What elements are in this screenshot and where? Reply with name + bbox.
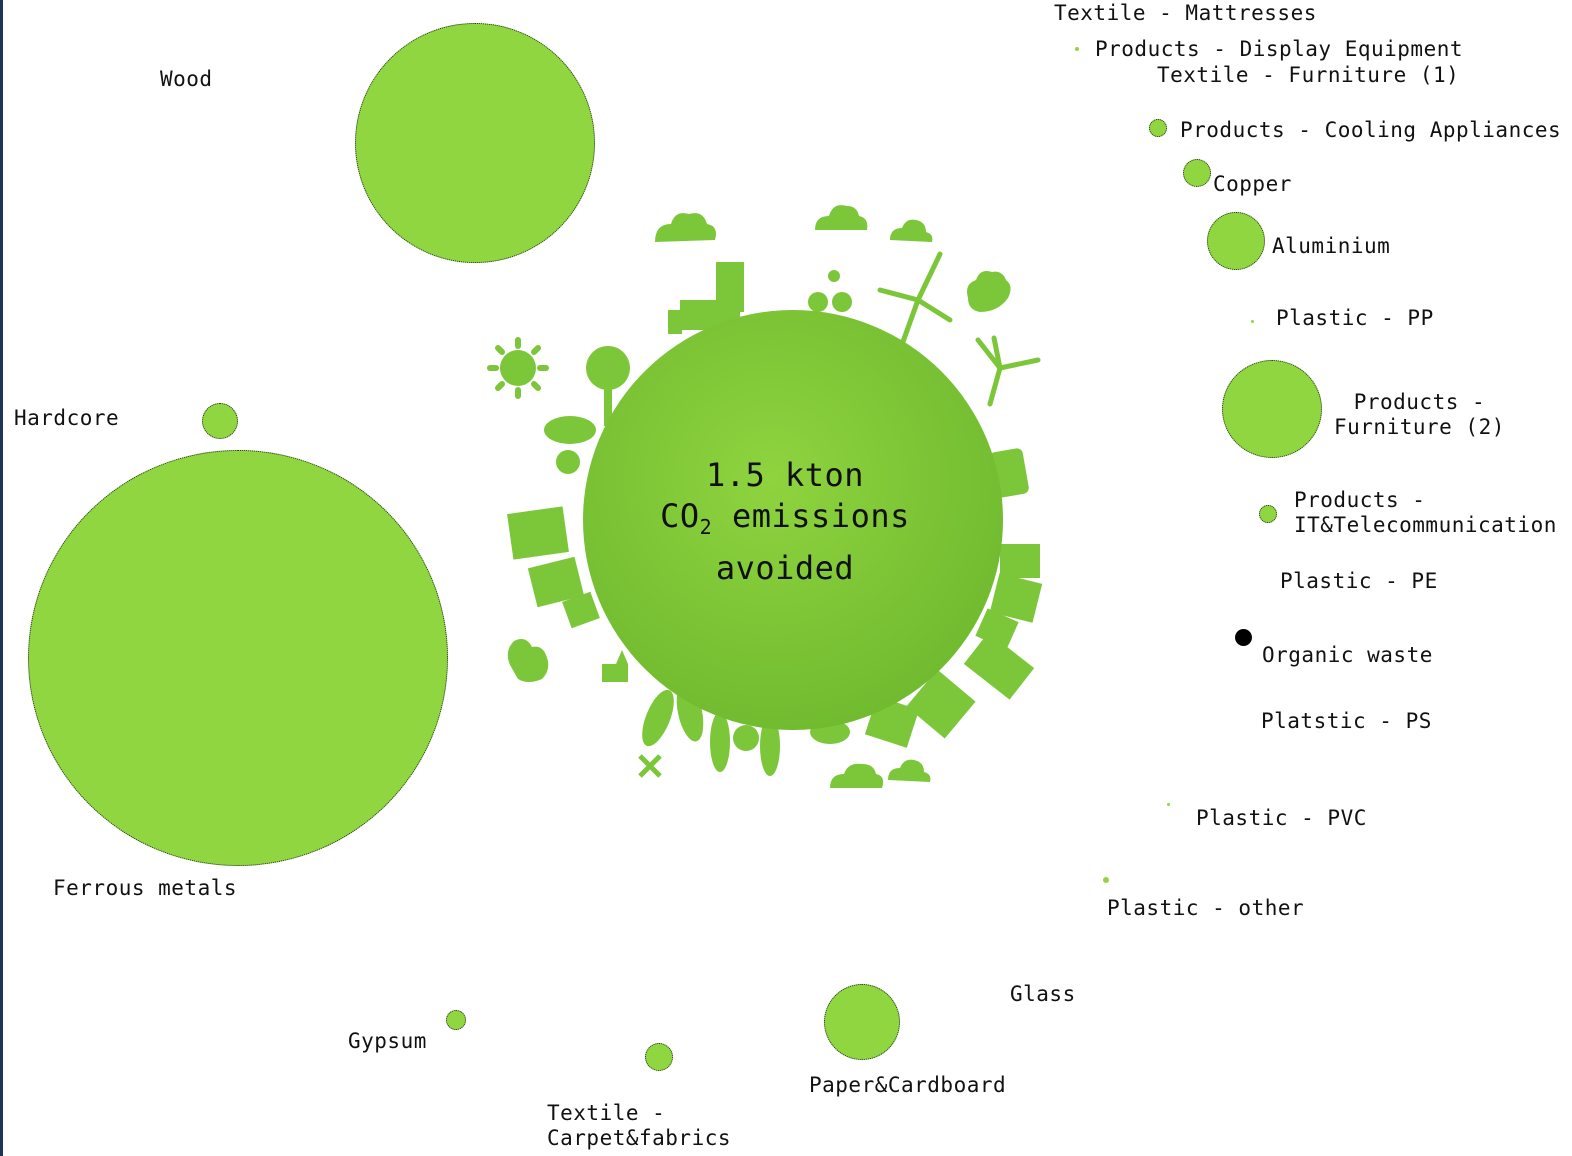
bubble-wood: [355, 23, 595, 263]
label-textile-furniture-1: Textile - Furniture (1): [1157, 63, 1460, 87]
cloud-icon: [967, 271, 1011, 312]
bubble-plastic-pvc: [1167, 803, 1170, 806]
cloud-icon: [815, 205, 868, 230]
label-plastic-pvc: Plastic - PVC: [1196, 806, 1367, 830]
label-organic-waste: Organic waste: [1262, 643, 1433, 667]
label-textile-carpet: Textile - Carpet&fabrics: [547, 1101, 732, 1150]
bicycle-icon: [808, 292, 828, 312]
bubble-plastic-pp: [1251, 320, 1254, 323]
tree-icon: [544, 416, 596, 444]
bubble-cooling-appliances: [1149, 119, 1167, 137]
label-paper-cardboard: Paper&Cardboard: [809, 1073, 1007, 1097]
solar-panel-icon: [527, 556, 585, 608]
bird-icon: [602, 650, 628, 682]
label-plastic-pe: Plastic - PE: [1280, 569, 1438, 593]
globe-icon: [487, 205, 1043, 788]
leaf-icon: [760, 716, 780, 776]
label-plastic-other: Plastic - other: [1107, 896, 1305, 920]
building-icon: [963, 632, 1035, 700]
bubble-paper-cardboard: [824, 984, 900, 1060]
label-it-telecom: Products - IT&Telecommunication: [1294, 488, 1557, 537]
center-line-3: avoided: [715, 549, 855, 587]
label-copper: Copper: [1213, 172, 1292, 196]
label-wood: Wood: [160, 67, 213, 91]
bubble-furniture-2: [1222, 360, 1322, 458]
cloud-icon: [507, 639, 549, 682]
building-icon: [906, 669, 976, 739]
cloud-icon: [655, 213, 716, 242]
tree-icon: [733, 725, 759, 751]
building-icon: [989, 573, 1043, 623]
tree-icon: [586, 346, 630, 390]
building-icon: [1000, 544, 1040, 578]
bubble-textile-carpet: [645, 1043, 673, 1071]
bubble-plastic-other: [1103, 877, 1109, 883]
label-plastic-pp: Plastic - PP: [1276, 306, 1434, 330]
label-gypsum: Gypsum: [348, 1029, 427, 1053]
globe-body: [583, 310, 1003, 730]
solar-panel-icon: [562, 591, 600, 629]
frame-edge: [0, 0, 3, 1156]
bubble-textile-display: [1075, 47, 1079, 51]
cloud-icon: [888, 759, 931, 782]
label-display-equipment: Products - Display Equipment: [1095, 37, 1464, 61]
bubble-it-telecom: [1259, 505, 1277, 523]
wind-turbine-icon: [877, 251, 1041, 407]
bubble-aluminium: [1207, 212, 1265, 270]
cloud-icon: [890, 219, 933, 242]
green-globe-illustration: [480, 190, 1080, 810]
bubble-ferrous-metals: [28, 450, 448, 866]
center-caption: 1.5 kton CO2 emissions avoided: [580, 455, 990, 589]
solar-panel-icon: [507, 506, 569, 560]
label-hardcore: Hardcore: [14, 406, 120, 430]
label-glass: Glass: [1010, 982, 1076, 1006]
bubble-organic-waste: [1235, 629, 1252, 646]
label-ferrous-metals: Ferrous metals: [53, 876, 238, 900]
label-textile-mattresses: Textile - Mattresses: [1054, 1, 1317, 25]
label-aluminium: Aluminium: [1272, 234, 1391, 258]
sun-icon: [500, 350, 536, 386]
bubble-copper: [1183, 159, 1211, 187]
bubble-hardcore: [202, 403, 238, 439]
center-line-1: 1.5 kton: [705, 456, 865, 494]
label-furniture-2: Products - Furniture (2): [1334, 390, 1505, 439]
label-plastic-ps: Platstic - PS: [1261, 709, 1432, 733]
leaf-icon: [710, 712, 730, 772]
cloud-icon: [830, 763, 884, 788]
leaf-icon: [642, 689, 674, 747]
center-line-2: CO2 emissions: [660, 497, 910, 539]
label-cooling-appliances: Products - Cooling Appliances: [1180, 118, 1562, 142]
bubble-gypsum: [446, 1010, 466, 1030]
